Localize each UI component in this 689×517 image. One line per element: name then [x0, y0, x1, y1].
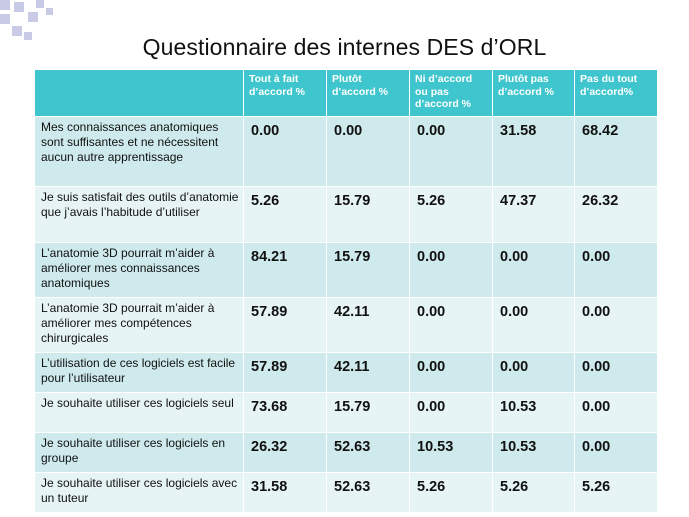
cell-value: 15.79 — [326, 392, 410, 433]
cell-value: 10.53 — [492, 432, 575, 473]
table-row: Je suis satisfait des outils d’anatomie … — [34, 186, 658, 243]
cell-value: 0.00 — [243, 116, 327, 187]
cell-value: 10.53 — [492, 392, 575, 433]
table-row: Je souhaite utiliser ces logiciels avec … — [34, 472, 658, 513]
column-header-tout-a-fait-daccord: Tout à fait d’accord % — [243, 69, 327, 117]
row-statement: Je souhaite utiliser ces logiciels en gr… — [34, 432, 244, 473]
cell-value: 15.79 — [326, 242, 410, 298]
cell-value: 68.42 — [574, 116, 658, 187]
survey-results-table: Tout à fait d’accord % Plutôt d’accord %… — [34, 69, 658, 513]
cell-value: 84.21 — [243, 242, 327, 298]
cell-value: 0.00 — [492, 242, 575, 298]
cell-value: 0.00 — [326, 116, 410, 187]
table-row: L’anatomie 3D pourrait m’aider à amélior… — [34, 297, 658, 353]
cell-value: 0.00 — [409, 116, 493, 187]
column-header-statement — [34, 69, 244, 117]
column-header-ni-daccord: Ni d’accord ou pas d’accord % — [409, 69, 493, 117]
column-header-plutot-daccord: Plutôt d’accord % — [326, 69, 410, 117]
cell-value: 0.00 — [492, 297, 575, 353]
row-statement: L’utilisation de ces logiciels est facil… — [34, 352, 244, 393]
row-statement: Je souhaite utiliser ces logiciels seul — [34, 392, 244, 433]
row-statement: Je souhaite utiliser ces logiciels avec … — [34, 472, 244, 513]
cell-value: 0.00 — [409, 297, 493, 353]
cell-value: 5.26 — [243, 186, 327, 243]
row-statement: L’anatomie 3D pourrait m’aider à amélior… — [34, 242, 244, 298]
cell-value: 31.58 — [243, 472, 327, 513]
cell-value: 57.89 — [243, 297, 327, 353]
cell-value: 0.00 — [574, 242, 658, 298]
cell-value: 10.53 — [409, 432, 493, 473]
cell-value: 52.63 — [326, 472, 410, 513]
cell-value: 26.32 — [574, 186, 658, 243]
cell-value: 5.26 — [409, 472, 493, 513]
cell-value: 26.32 — [243, 432, 327, 473]
cell-value: 31.58 — [492, 116, 575, 187]
column-header-pas-du-tout-daccord: Pas du tout d’accord% — [574, 69, 658, 117]
cell-value: 42.11 — [326, 297, 410, 353]
cell-value: 0.00 — [409, 352, 493, 393]
table-row: L’anatomie 3D pourrait m’aider à amélior… — [34, 242, 658, 298]
table-row: Mes connaissances anatomiques sont suffi… — [34, 116, 658, 187]
cell-value: 0.00 — [574, 352, 658, 393]
cell-value: 73.68 — [243, 392, 327, 433]
cell-value: 15.79 — [326, 186, 410, 243]
slide-title: Questionnaire des internes DES d’ORL — [142, 34, 547, 60]
cell-value: 0.00 — [574, 297, 658, 353]
row-statement: L’anatomie 3D pourrait m’aider à amélior… — [34, 297, 244, 353]
cell-value: 5.26 — [409, 186, 493, 243]
table-row: Je souhaite utiliser ces logiciels en gr… — [34, 432, 658, 473]
cell-value: 5.26 — [492, 472, 575, 513]
cell-value: 0.00 — [574, 392, 658, 433]
cell-value: 52.63 — [326, 432, 410, 473]
table-header-row: Tout à fait d’accord % Plutôt d’accord %… — [34, 69, 658, 117]
cell-value: 42.11 — [326, 352, 410, 393]
cell-value: 0.00 — [409, 392, 493, 433]
row-statement: Je suis satisfait des outils d’anatomie … — [34, 186, 244, 243]
table-row: Je souhaite utiliser ces logiciels seul … — [34, 392, 658, 433]
corner-decoration — [0, 0, 60, 44]
cell-value: 5.26 — [574, 472, 658, 513]
row-statement: Mes connaissances anatomiques sont suffi… — [34, 116, 244, 187]
column-header-plutot-pas-daccord: Plutôt pas d’accord % — [492, 69, 575, 117]
cell-value: 47.37 — [492, 186, 575, 243]
cell-value: 57.89 — [243, 352, 327, 393]
table-row: L’utilisation de ces logiciels est facil… — [34, 352, 658, 393]
cell-value: 0.00 — [574, 432, 658, 473]
cell-value: 0.00 — [409, 242, 493, 298]
cell-value: 0.00 — [492, 352, 575, 393]
